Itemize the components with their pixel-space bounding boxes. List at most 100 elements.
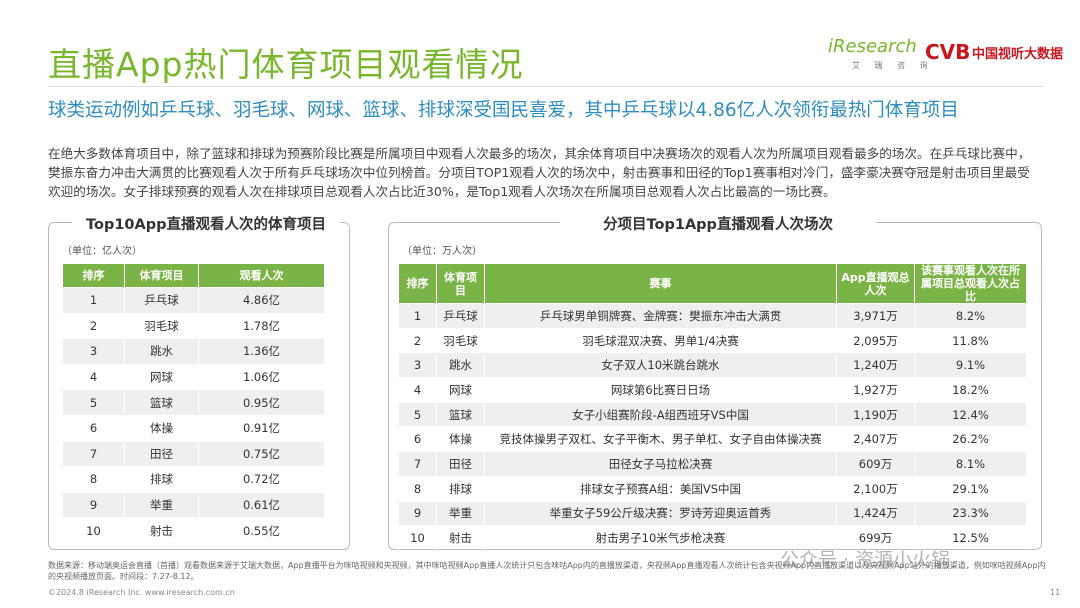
table-cell: 网球 — [436, 377, 485, 403]
table-cell: 5 — [62, 389, 125, 416]
table-cell: 羽毛球 — [436, 327, 485, 354]
table-cell: 8.2% — [914, 303, 1027, 329]
table-cell: 0.61亿 — [198, 491, 325, 519]
table-row: 10 射击 0.55亿 — [62, 517, 325, 544]
logo: CVB — [925, 40, 971, 64]
table-cell: 乒乓球男单铜牌赛、金牌赛：樊振东冲击大满贯 — [484, 303, 837, 329]
table-cell: 10 — [398, 525, 437, 551]
copyright: ©2024.8 iResearch Inc. www.iresearch.com… — [48, 588, 235, 597]
table-row: 3 跳水 女子双人10米跳台跳水 1,240万 9.1% — [398, 352, 1027, 379]
table-row: 2 羽毛球 羽毛球混双决赛、男单1/4决赛 2,095万 11.8% — [398, 327, 1027, 354]
table-cell: 6 — [398, 426, 437, 453]
table-cell: 乒乓球 — [436, 303, 485, 329]
table-cell: 羽毛球 — [124, 312, 199, 340]
column-header: 观看人次 — [198, 263, 325, 288]
table-cell: 0.75亿 — [198, 440, 325, 468]
table-cell: 1.36亿 — [198, 338, 325, 365]
table-cell: 11.8% — [914, 327, 1027, 354]
table-cell: 1,927万 — [836, 377, 915, 403]
unit: （单位：亿人次） — [62, 246, 142, 257]
table-cell: 2 — [398, 327, 437, 354]
table-cell: 3 — [398, 352, 437, 379]
unit: （单位：万人次） — [402, 246, 482, 257]
table-cell: 2 — [62, 312, 125, 340]
table-row: 8 排球 0.72亿 — [62, 466, 325, 493]
table-cell: 田径 — [124, 440, 199, 468]
table-cell: 竞技体操男子双杠、女子平衡木、男子单杠、女子自由体操决赛 — [484, 426, 837, 453]
table-row: 4 网球 网球第6比赛日日场 1,927万 18.2% — [398, 377, 1027, 403]
column-header: 赛事 — [484, 263, 837, 304]
table-cell: 3,971万 — [836, 303, 915, 329]
table-cell: 羽毛球混双决赛、男单1/4决赛 — [484, 327, 837, 354]
table-cell: 1,424万 — [836, 500, 915, 527]
table-cell: 7 — [398, 451, 437, 477]
table-cell: 1.06亿 — [198, 363, 325, 391]
summary: 在绝大多数体育项目中，除了篮球和排球为预赛阶段比赛是所属项目中观看人次最多的场次… — [48, 146, 1031, 199]
table-cell: 田径女子马拉松决赛 — [484, 451, 837, 477]
left-table: 排序 体育项目 观看人次 1 乒乓球 4.86亿 2 羽毛球 1.78亿 3 跳水 1.36亿 4 网球 1… — [62, 263, 325, 544]
table-row: 8 排球 排球女子预赛A组：美国VS中国 2,100万 29.1% — [398, 475, 1027, 502]
table-cell: 篮球 — [436, 401, 485, 428]
table-cell: 乒乓球 — [124, 287, 199, 314]
logo-sub: 中国视听大数据 — [972, 47, 1064, 62]
logo-sub: 艾 瑞 咨 询 — [852, 61, 934, 70]
source: 数据来源：移动端奥运会直播（首播）观看数据来源于艾瑞大数据，App直播平台为咪咕… — [48, 561, 1046, 581]
table-cell: 5 — [398, 401, 437, 428]
table-cell: 1,190万 — [836, 401, 915, 428]
table-cell: 女子小组赛阶段-A组西班牙VS中国 — [484, 401, 837, 428]
page-number: 11 — [1050, 588, 1061, 597]
table-row: 3 跳水 1.36亿 — [62, 338, 325, 365]
table-row: 4 网球 1.06亿 — [62, 363, 325, 391]
table-cell: 1.78亿 — [198, 312, 325, 340]
table-cell: 6 — [62, 414, 125, 442]
column-header: App直播观总人次 — [836, 263, 915, 304]
table-cell: 699万 — [836, 525, 915, 551]
table-cell: 18.2% — [914, 377, 1027, 403]
table-cell: 1 — [398, 303, 437, 329]
table-cell: 2,407万 — [836, 426, 915, 453]
table-row: 6 体操 0.91亿 — [62, 414, 325, 442]
table-cell: 12.5% — [914, 525, 1027, 551]
table-cell: 23.3% — [914, 500, 1027, 527]
title: 直播App热门体育项目观看情况 — [48, 45, 524, 84]
column-header: 体育项目 — [124, 263, 199, 288]
panel-title: Top10App直播观看人次的体育项目 — [72, 213, 340, 234]
column-header: 排序 — [62, 263, 125, 288]
table-cell: 0.95亿 — [198, 389, 325, 416]
table-cell: 12.4% — [914, 401, 1027, 428]
table-cell: 4 — [62, 363, 125, 391]
table-cell: 9 — [398, 500, 437, 527]
table-cell: 举重女子59公斤级决赛：罗诗芳迎奥运首秀 — [484, 500, 837, 527]
logo: iResearch — [828, 36, 917, 57]
table-cell: 9.1% — [914, 352, 1027, 379]
table-cell: 2,100万 — [836, 475, 915, 502]
table-cell: 体操 — [436, 426, 485, 453]
table-cell: 体操 — [124, 414, 199, 442]
table-cell: 排球女子预赛A组：美国VS中国 — [484, 475, 837, 502]
header-row: 排序 体育项目 观看人次 — [62, 263, 325, 288]
table-cell: 0.55亿 — [198, 517, 325, 544]
table-row: 2 羽毛球 1.78亿 — [62, 312, 325, 340]
table-row: 6 体操 竞技体操男子双杠、女子平衡木、男子单杠、女子自由体操决赛 2,407万 26.… — [398, 426, 1027, 453]
table-cell: 射击 — [436, 525, 485, 551]
panel-title: 分项目Top1App直播观看人次场次 — [560, 213, 876, 234]
table-cell: 8.1% — [914, 451, 1027, 477]
divider — [48, 86, 1043, 87]
table-cell: 0.72亿 — [198, 466, 325, 493]
table-cell: 射击 — [124, 517, 199, 544]
table-cell: 篮球 — [124, 389, 199, 416]
column-header: 排序 — [398, 263, 437, 304]
table-row: 5 篮球 0.95亿 — [62, 389, 325, 416]
table-cell: 排球 — [436, 475, 485, 502]
table-cell: 举重 — [436, 500, 485, 527]
table-cell: 4.86亿 — [198, 287, 325, 314]
table-cell: 女子双人10米跳台跳水 — [484, 352, 837, 379]
table-cell: 0.91亿 — [198, 414, 325, 442]
table-cell: 609万 — [836, 451, 915, 477]
table-cell: 射击男子10米气步枪决赛 — [484, 525, 837, 551]
watermark: 公众号 · 资源小火锅 — [780, 549, 951, 571]
table-cell: 跳水 — [124, 338, 199, 365]
table-cell: 田径 — [436, 451, 485, 477]
table-cell: 8 — [62, 466, 125, 493]
table-cell: 1 — [62, 287, 125, 314]
